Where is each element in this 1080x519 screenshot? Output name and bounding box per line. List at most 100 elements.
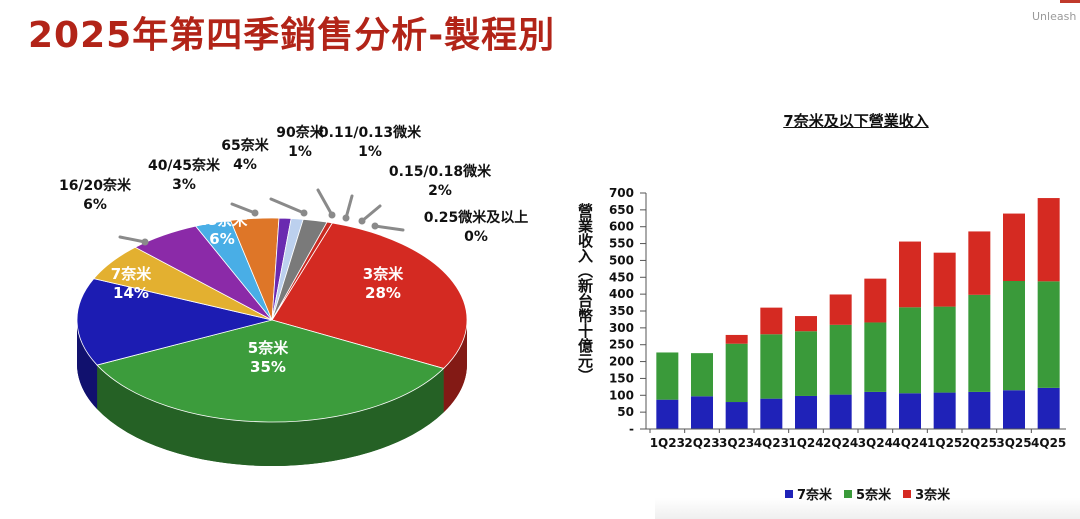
y-tick-label: -: [629, 422, 634, 436]
x-tick-label: 4Q23: [754, 436, 789, 450]
pie-slice-1: [96, 319, 445, 423]
y-tick-label: 650: [609, 203, 634, 217]
pie-label-5: 40/45奈米 3%: [148, 157, 220, 195]
pie-leader-3: [118, 235, 147, 244]
bar-2Q25-3奈米: [968, 231, 991, 295]
x-tick-label: 1Q24: [788, 436, 823, 450]
legend-label: 7奈米: [797, 488, 833, 503]
bar-4Q24-3奈米: [899, 241, 921, 308]
pie-label-4: 28奈米 6%: [197, 211, 248, 249]
y-tick-label: 100: [609, 388, 634, 402]
legend-swatch: [785, 489, 793, 498]
bar-4Q25-5奈米: [1037, 281, 1060, 388]
y-tick-label: 450: [609, 270, 634, 284]
pie-label-1: 5奈米 35%: [248, 339, 288, 377]
bar-1Q23-7奈米: [656, 399, 679, 429]
pie-label-2: 7奈米 14%: [111, 265, 151, 303]
pie-label-7: 90奈米 1%: [276, 124, 323, 162]
y-tick-label: 200: [609, 355, 634, 369]
bar-3Q25-3奈米: [1003, 213, 1025, 281]
pie-side-2: [77, 320, 98, 410]
y-tick-label: 150: [609, 371, 634, 385]
pie-label-pct: 6%: [209, 230, 235, 248]
pie-label-name: 0.11/0.13微米: [318, 125, 422, 141]
pie-label-9: 0.15/0.18微米 2%: [389, 163, 491, 201]
pie-label-pct: 35%: [250, 358, 286, 376]
pie-slice-2: [76, 278, 273, 366]
pie-label-name: 0.25微米及以上: [423, 210, 529, 226]
bar-4Q23-5奈米: [760, 334, 783, 399]
bar-4Q23-7奈米: [760, 398, 783, 429]
bar-1Q24-7奈米: [795, 395, 817, 429]
pie-leader-7: [316, 188, 334, 217]
x-tick-label: 1Q23: [650, 436, 685, 450]
pie-label-name: 16/20奈米: [58, 178, 132, 194]
pie-label-name: 7奈米: [110, 265, 152, 283]
bar-4Q23-3奈米: [760, 307, 783, 335]
pie-label-10: 0.25微米及以上 0%: [424, 209, 529, 247]
pie-leader-dot-10: [371, 222, 379, 230]
bar-3Q25-5奈米: [1003, 280, 1025, 391]
pie-side-0: [443, 320, 467, 413]
footer-shade: [655, 498, 1080, 519]
bar-3Q25-7奈米: [1003, 390, 1025, 429]
pie-chart: [76, 188, 468, 467]
bar-2Q23-5奈米: [691, 353, 713, 397]
pie-label-name: 40/45奈米: [147, 158, 221, 174]
pie-label-pct: 3%: [172, 177, 196, 193]
x-tick-label: 3Q23: [719, 436, 754, 450]
bar-chart-title: 7奈米及以下營業收入: [783, 112, 929, 130]
pie-slice-10: [271, 221, 333, 321]
bar-2Q25-5奈米: [968, 294, 991, 392]
pie-label-name: 90奈米: [276, 125, 324, 141]
bar-2Q24-3奈米: [829, 294, 852, 325]
bar-1Q25-7奈米: [933, 392, 956, 429]
bar-2Q25-7奈米: [968, 391, 991, 429]
brand-accent-line: [1060, 0, 1080, 3]
legend-item-2: 3奈米: [903, 484, 950, 503]
bar-3Q23-3奈米: [725, 334, 748, 344]
bar-1Q24-3奈米: [795, 316, 817, 332]
bar-4Q24-5奈米: [899, 307, 921, 394]
pie-leader-6: [269, 197, 306, 215]
bar-1Q23-5奈米: [656, 352, 679, 400]
x-tick-label: 2Q25: [962, 436, 997, 450]
bar-legend: 7奈米 5奈米 3奈米: [785, 484, 950, 503]
pie-leader-dot-3: [141, 238, 149, 246]
x-tick-label: 2Q23: [684, 436, 719, 450]
y-tick-label: 300: [609, 321, 634, 335]
bar-4Q25-7奈米: [1037, 387, 1060, 429]
pie-label-pct: 2%: [428, 183, 452, 199]
pie-leader-10: [373, 224, 405, 232]
pie-label-8: 0.11/0.13微米 1%: [319, 124, 421, 162]
bar-1Q25-5奈米: [933, 306, 956, 393]
pie-label-pct: 14%: [113, 284, 149, 302]
pie-leader-dot-6: [300, 209, 308, 217]
bar-3Q24-5奈米: [864, 322, 887, 392]
bar-3Q23-7奈米: [725, 402, 748, 429]
bar-2Q24-7奈米: [829, 394, 852, 429]
y-tick-label: 350: [609, 304, 634, 318]
y-tick-label: 500: [609, 253, 634, 267]
bar-4Q25-3奈米: [1037, 198, 1060, 282]
legend-label: 3奈米: [915, 488, 951, 503]
bar-4Q24-7奈米: [899, 393, 921, 429]
legend-swatch: [844, 489, 853, 498]
pie-side-1: [97, 365, 444, 467]
pie-label-name: 65奈米: [221, 138, 269, 154]
x-tick-label: 4Q24: [892, 436, 927, 450]
y-tick-label: 250: [609, 338, 634, 352]
bar-3Q24-7奈米: [864, 391, 887, 429]
pie-leader-dot-5: [251, 209, 259, 217]
y-tick-label: 400: [609, 287, 634, 301]
x-tick-label: 3Q24: [858, 436, 893, 450]
legend-item-0: 7奈米: [785, 484, 832, 503]
x-tick-label: 3Q25: [996, 436, 1031, 450]
pie-label-pct: 1%: [358, 144, 382, 160]
pie-label-pct: 6%: [83, 197, 107, 213]
x-tick-label: 1Q25: [927, 436, 962, 450]
pie-label-pct: 0%: [464, 229, 488, 245]
bar-2Q23-7奈米: [691, 396, 713, 429]
brand-text: Unleash In: [1032, 10, 1080, 23]
y-tick-label: 600: [609, 220, 634, 234]
